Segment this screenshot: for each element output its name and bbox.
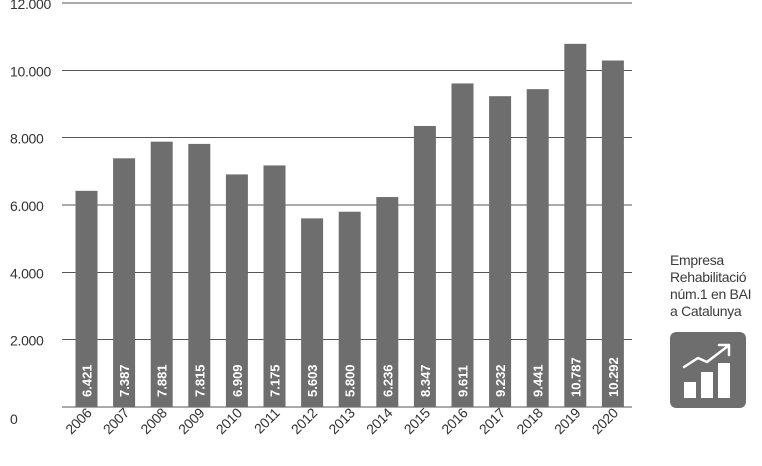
y-tick-label: 10.000 [10,63,52,79]
x-tick-label: 2013 [325,404,358,437]
bar [564,43,587,407]
x-tick-label: 2015 [401,404,434,437]
x-tick-label: 2007 [100,404,133,437]
legend-caption: Empresa Rehabilitació núm.1 en BAI a Cat… [670,252,760,320]
y-tick-label: 2.000 [10,333,44,349]
x-tick-label: 2006 [62,404,95,437]
bars [75,43,624,408]
x-tick-label: 2016 [438,404,471,437]
x-tick-label: 2014 [363,404,396,437]
y-tick-label: 4.000 [10,265,44,281]
bar-value-label: 5.800 [343,364,358,397]
y-axis-tick-labels: 0 2.000 4.000 6.000 8.000 10.000 12.000 [10,0,52,427]
bar-value-label: 7.815 [192,364,207,397]
bar-value-label: 9.232 [493,364,508,397]
bar-value-labels: 6.421 7.387 7.881 7.815 6.909 7.175 5.603 5.800… [80,357,621,397]
bar-value-label: 9.611 [456,365,471,397]
bar [526,89,549,407]
bar-value-label: 5.603 [305,364,320,397]
x-tick-label: 2018 [513,404,546,437]
bar-value-label: 6.909 [230,364,245,397]
bar [225,174,248,407]
bar-chart: 0 2.000 4.000 6.000 8.000 10.000 12.000 6.421 7… [10,0,632,437]
legend-line: núm.1 en BAI [670,286,752,302]
y-tick-label: 8.000 [10,131,44,147]
bar-value-label: 7.175 [268,364,283,397]
x-tick-label: 2009 [175,404,208,437]
bar [451,83,474,408]
legend-line: a Catalunya [670,303,742,319]
x-tick-label: 2017 [476,404,509,437]
bar-value-label: 10.787 [568,357,583,397]
bar-value-label: 10.292 [606,357,621,397]
bar-value-label: 7.881 [155,364,170,397]
bar [113,158,136,407]
bar-value-label: 6.421 [80,364,95,397]
x-tick-label: 2012 [288,404,321,437]
bar [263,165,286,407]
bar [150,141,173,407]
rising-bar-chart-icon [670,332,746,408]
bar [338,211,361,407]
x-tick-label: 2019 [551,404,584,437]
x-tick-label: 2011 [251,404,283,436]
bar [188,143,211,407]
x-axis-tick-labels: 2006 2007 2008 2009 2010 2011 2012 2013 2014 2015… [62,404,621,437]
x-tick-label: 2010 [213,404,246,437]
bar [601,60,624,408]
bar [75,190,98,407]
legend-line: Rehabilitació [670,269,747,285]
legend-line: Empresa [670,252,724,268]
x-tick-label: 2008 [137,404,170,437]
bar-value-label: 8.347 [418,364,433,397]
bar-value-label: 7.387 [117,364,132,397]
bar [413,125,436,407]
bar-value-label: 9.441 [531,364,546,397]
bar-value-label: 6.236 [380,364,395,397]
y-tick-label: 0 [10,411,18,427]
y-tick-label: 6.000 [10,198,44,214]
bar [376,197,399,407]
bar [301,218,324,407]
x-tick-label: 2020 [589,404,622,437]
y-tick-label: 12.000 [10,0,52,12]
bar [489,96,512,407]
